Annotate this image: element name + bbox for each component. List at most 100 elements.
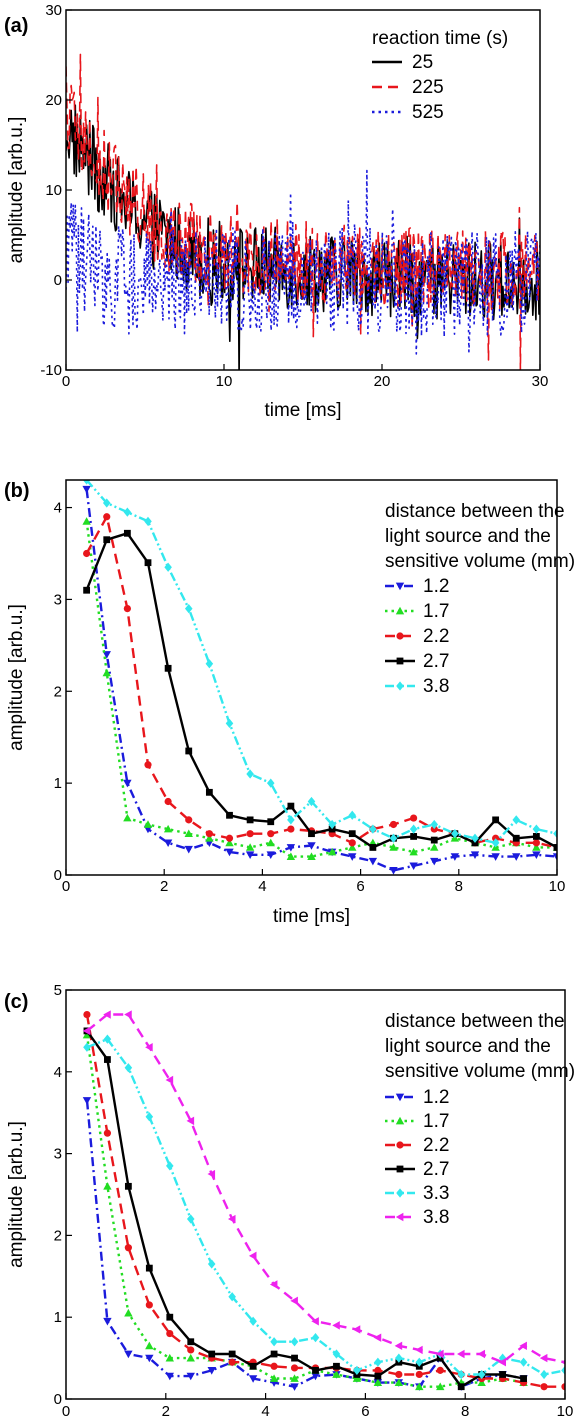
legend-label: 1.7	[423, 601, 449, 622]
data-point-1.7	[103, 1182, 112, 1190]
data-point-2.2	[415, 1370, 423, 1379]
y-tick-label: 10	[45, 182, 62, 199]
data-point-2.7	[532, 833, 540, 840]
x-tick-label: 0	[62, 373, 70, 390]
legend-label: 1.7	[423, 1111, 449, 1132]
data-point-3.8	[82, 1026, 91, 1036]
data-point-1.2	[512, 853, 521, 861]
legend-label: 25	[412, 52, 433, 73]
data-point-3.3	[83, 1042, 91, 1052]
data-point-1.7	[307, 852, 316, 860]
data-point-1.2	[532, 851, 541, 859]
data-point-3.8	[519, 1341, 527, 1351]
legend-label: 1.2	[423, 1087, 449, 1108]
legend-marker	[395, 1093, 405, 1102]
data-point-3.8	[307, 796, 316, 807]
series-3.8	[82, 1010, 565, 1367]
data-point-3.3	[145, 1112, 154, 1122]
data-point-3.8	[186, 1116, 195, 1126]
data-point-3.8	[124, 1010, 132, 1019]
data-point-1.2	[102, 651, 111, 659]
legend: distance between the light source and the…	[385, 501, 575, 697]
data-point-3.8	[102, 498, 111, 508]
data-point-3.8	[246, 769, 254, 779]
data-point-3.8	[311, 1317, 319, 1326]
x-tick-label: 2	[162, 1403, 170, 1420]
data-point-2.2	[123, 605, 131, 613]
data-point-1.7	[186, 1353, 195, 1362]
y-tick-label: 3	[54, 1146, 62, 1163]
y-tick-label: 1	[54, 1309, 62, 1326]
series-1.2	[82, 485, 557, 875]
data-point-2.7	[553, 844, 557, 851]
x-tick-label: 8	[455, 878, 463, 895]
data-point-1.7	[436, 1382, 445, 1391]
data-point-3.3	[477, 1369, 486, 1380]
data-point-3.3	[311, 1333, 320, 1343]
data-point-2.2	[374, 1366, 382, 1374]
data-point-3.3	[103, 1034, 112, 1044]
data-point-2.7	[226, 811, 233, 819]
y-tick-label: 2	[54, 1227, 62, 1244]
data-point-2.7	[287, 802, 295, 810]
data-point-2.7	[430, 836, 438, 844]
plot-area	[82, 480, 557, 875]
data-point-3.8	[389, 833, 398, 843]
legend-entry-25: 25	[372, 52, 433, 73]
legend-entry-3.3: 3.3	[385, 1183, 449, 1204]
data-point-2.2	[246, 830, 254, 838]
data-point-1.2	[389, 867, 398, 875]
legend-marker	[395, 1116, 405, 1125]
data-point-2.7	[228, 1350, 236, 1358]
data-point-1.7	[225, 838, 234, 847]
x-tick-label: 6	[361, 1403, 369, 1420]
data-point-1.2	[450, 853, 460, 861]
data-point-3.8	[165, 1075, 174, 1085]
series-225	[66, 53, 540, 370]
data-point-1.2	[124, 1350, 133, 1359]
data-point-2.2	[228, 1358, 236, 1366]
panel-b: 0 2 4 6 8 10 0 1 2 3 4 time [ms] amplitude [arb.u.] (…	[4, 479, 575, 927]
x-tick-label: 20	[374, 373, 391, 390]
data-point-3.8	[287, 815, 295, 825]
data-point-2.7	[103, 536, 111, 544]
data-point-3.8	[477, 1349, 486, 1359]
data-point-2.7	[249, 1362, 257, 1370]
legend-marker	[395, 1212, 404, 1222]
legend-entry-2.2: 2.2	[385, 626, 449, 647]
legend-entry-1.7: 1.7	[385, 601, 449, 622]
y-tick-label: 3	[54, 591, 62, 608]
data-point-2.7	[499, 1371, 507, 1378]
data-point-3.3	[270, 1337, 278, 1347]
data-point-1.7	[389, 843, 398, 851]
series-line-525	[66, 169, 540, 355]
data-point-3.3	[519, 1357, 528, 1367]
data-point-2.7	[83, 586, 91, 594]
legend-label: 1.2	[423, 576, 449, 597]
x-tick-label: 4	[258, 878, 266, 895]
data-point-2.2	[540, 1383, 548, 1391]
y-tick-label: 4	[54, 1064, 62, 1081]
data-point-1.2	[145, 1354, 154, 1363]
data-point-2.2	[124, 1244, 132, 1252]
legend-entry-3.8: 3.8	[385, 1207, 449, 1228]
data-point-3.8	[436, 1349, 444, 1359]
data-point-3.3	[561, 1365, 565, 1375]
data-point-2.2	[395, 1370, 403, 1379]
data-point-3.8	[332, 1321, 340, 1330]
legend-entry-2.7: 2.7	[385, 1159, 449, 1180]
legend-entry-3.8: 3.8	[385, 676, 449, 697]
data-point-1.2	[470, 851, 480, 859]
data-point-3.8	[225, 718, 234, 729]
data-point-2.7	[270, 1350, 278, 1358]
data-point-3.8	[394, 1341, 403, 1351]
series-line-2.7	[86, 1030, 524, 1388]
axes-frame	[65, 479, 558, 876]
data-point-1.7	[123, 813, 132, 822]
data-point-3.3	[395, 1353, 403, 1363]
data-point-2.2	[290, 1364, 299, 1372]
data-point-1.7	[409, 847, 418, 856]
x-tick-label: 0	[62, 1403, 70, 1420]
data-point-3.8	[415, 1345, 423, 1355]
